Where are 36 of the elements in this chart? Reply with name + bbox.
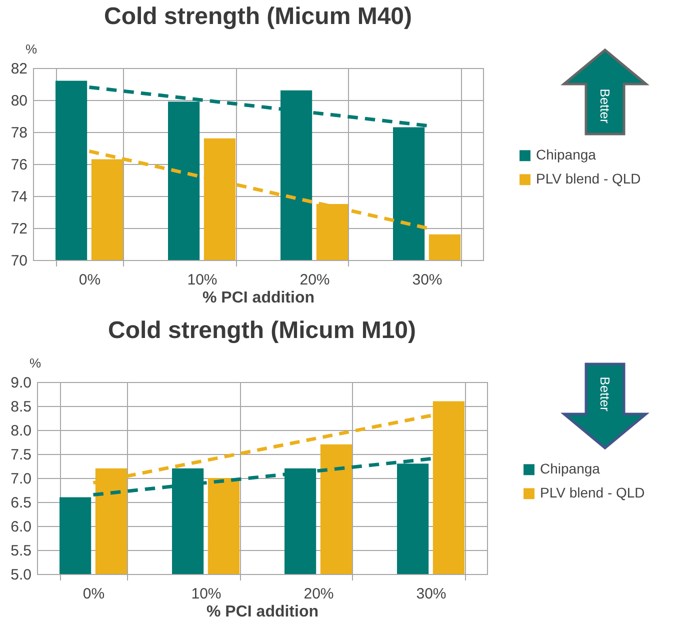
legend-label: Chipanga [540, 460, 600, 477]
y-tick-label: 6.5 [10, 494, 32, 512]
x-tick-label: 0% [82, 586, 105, 602]
y-tick-label: 80 [10, 92, 28, 110]
x-tick-label: 10% [187, 272, 218, 288]
y-tick-label: 7.0 [10, 470, 32, 488]
y-axis-title: % [26, 42, 38, 56]
legend-label: PLV blend - QLD [536, 170, 641, 187]
legend-label: PLV blend - QLD [540, 484, 645, 501]
x-tick-label: 30% [412, 272, 442, 288]
y-tick-label: 5.0 [10, 566, 32, 584]
text: Better [598, 88, 612, 124]
y-tick-label: 7.5 [10, 446, 32, 464]
y-tick-label: 78 [10, 124, 28, 142]
x-tick-label: 0% [78, 272, 101, 288]
x-tick-label: 20% [304, 586, 334, 602]
x-tick-label: 30% [416, 586, 446, 602]
y-tick-label: 8.5 [10, 398, 32, 416]
chart-title: Cold strength (Micum M40) [104, 3, 412, 30]
x-tick-label: 20% [300, 272, 330, 288]
y-tick-label: 70 [10, 252, 28, 270]
x-tick-label: 10% [191, 586, 222, 602]
y-tick-label: 9.0 [10, 374, 32, 392]
legend-label: Chipanga [536, 146, 596, 163]
y-tick-label: 82 [10, 60, 28, 78]
y-tick-label: 76 [10, 156, 28, 174]
chart-title: Cold strength (Micum M10) [108, 317, 416, 344]
x-axis-title: % PCI addition [206, 604, 318, 620]
y-tick-label: 8.0 [10, 422, 32, 440]
x-axis-title: % PCI addition [202, 290, 314, 306]
y-tick-label: 72 [10, 220, 28, 238]
y-axis-title: % [30, 356, 42, 370]
y-tick-label: 5.5 [10, 542, 32, 560]
y-tick-label: 74 [10, 188, 28, 206]
text: Better [598, 376, 612, 412]
y-tick-label: 6.0 [10, 518, 32, 536]
